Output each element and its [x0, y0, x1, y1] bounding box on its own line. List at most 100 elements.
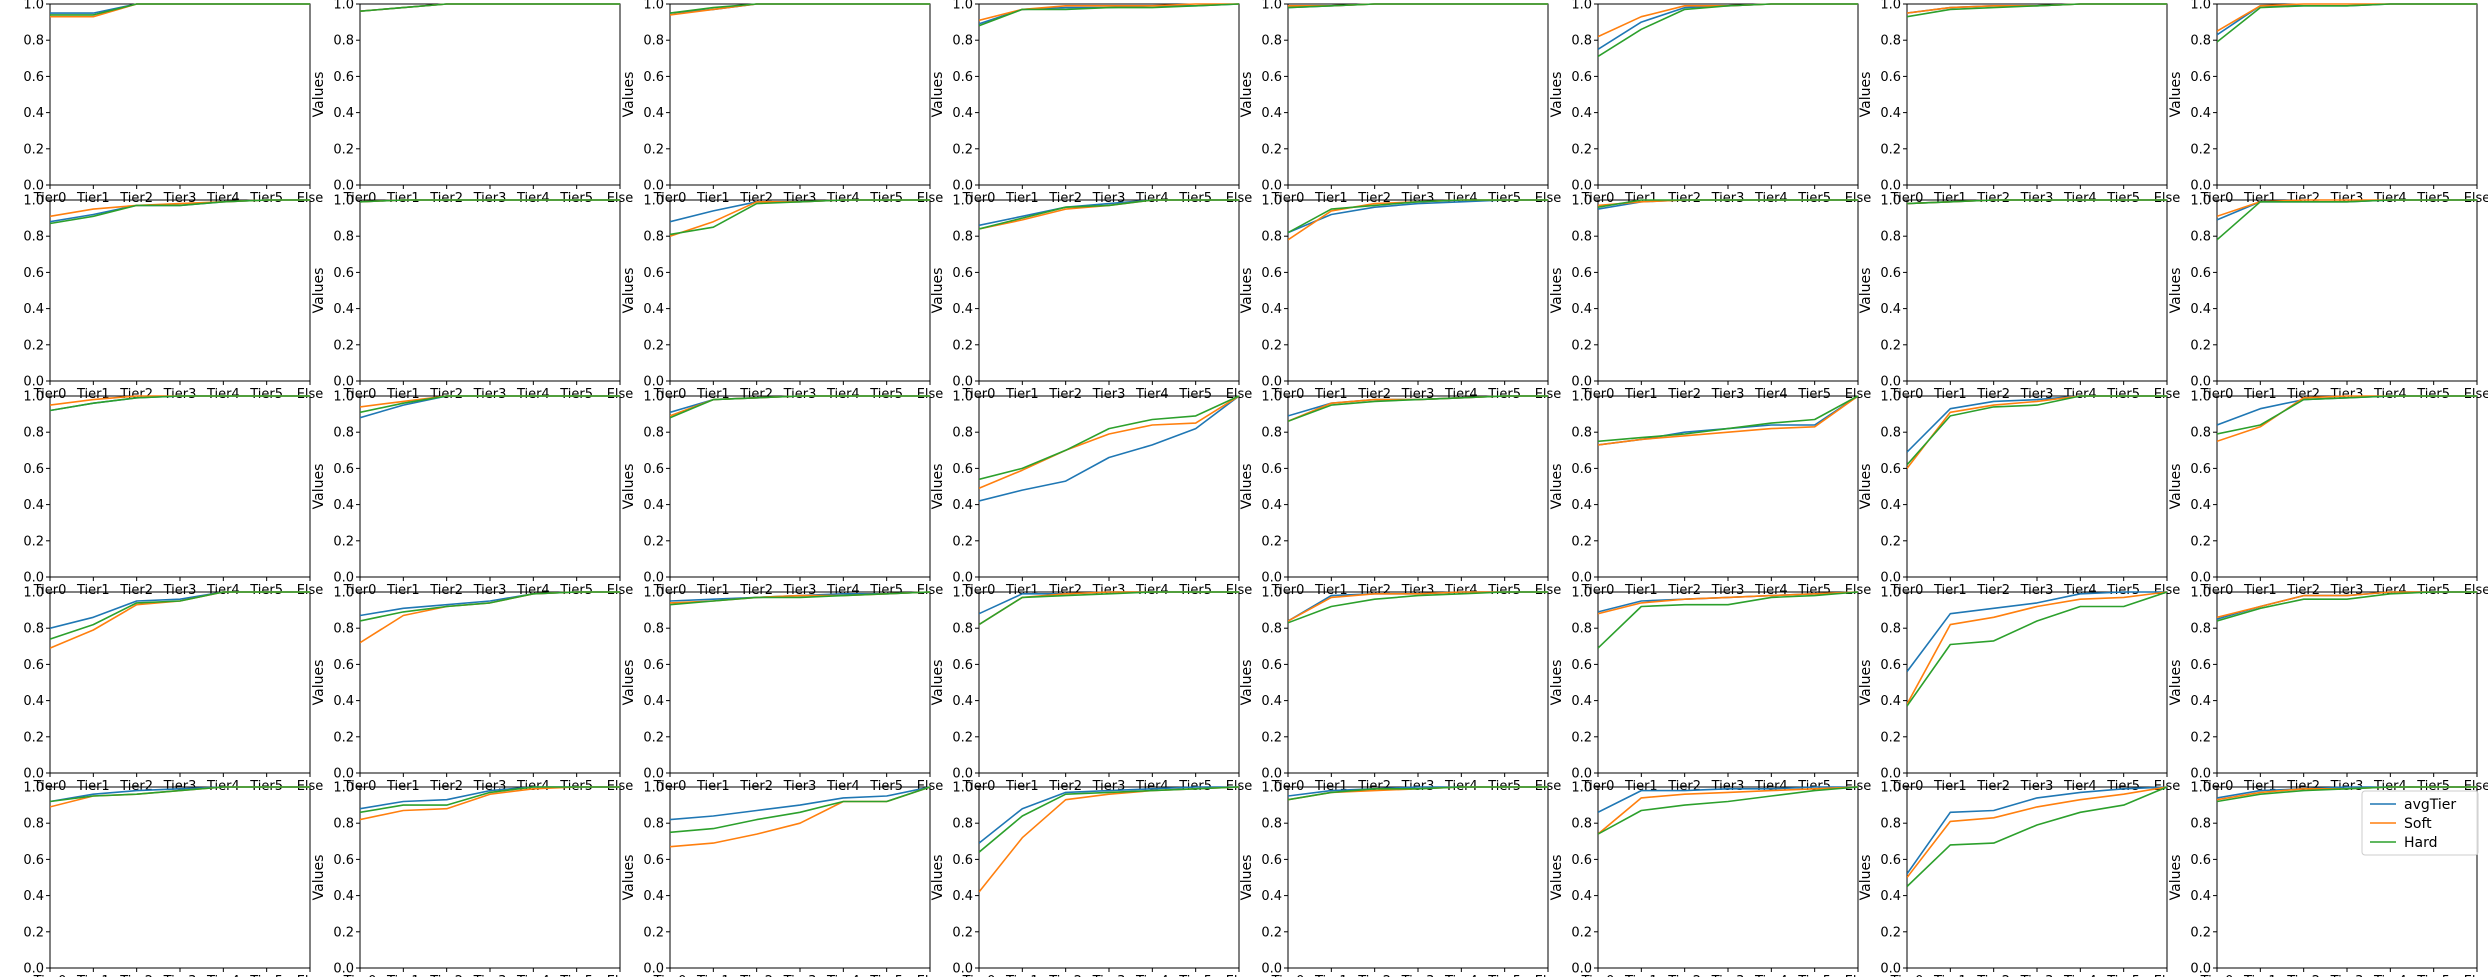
series-line-hard	[50, 3, 310, 16]
y-axis-label: Values	[621, 660, 637, 706]
y-tick-label: 0.0	[643, 375, 664, 390]
y-tick-label: 0.2	[1880, 925, 1901, 940]
y-tick-label: 0.6	[1880, 266, 1901, 281]
series-line-hard	[1598, 786, 1858, 835]
y-tick-label: 0.4	[2190, 302, 2211, 317]
y-tick-label: 0.2	[1880, 534, 1901, 549]
series-line-hard	[979, 395, 1239, 481]
x-tick-label: Tier1	[386, 583, 420, 598]
x-tick-label: Tier0	[653, 583, 687, 598]
series-line-avgtier	[979, 786, 1239, 844]
series-line-soft	[1907, 786, 2167, 878]
y-tick-label: 0.4	[333, 694, 354, 709]
legend-box	[2361, 790, 2479, 856]
y-tick-label: 1.0	[2190, 194, 2211, 209]
series-group	[1907, 199, 2167, 205]
y-axis-label: Values	[311, 660, 327, 706]
y-tick-label: 0.8	[23, 230, 44, 245]
y-tick-label: 0.4	[952, 106, 973, 121]
y-tick-label: 0.2	[1571, 338, 1592, 353]
y-tick-label: 0.8	[1571, 34, 1592, 49]
series-line-hard	[50, 395, 310, 412]
axes-frame	[359, 591, 621, 774]
x-tick-label: Tier4	[2373, 974, 2407, 977]
x-tick-label: Tier0	[1581, 387, 1615, 402]
y-tick-label: 1.0	[952, 194, 973, 209]
x-tick-label: Tier4	[826, 974, 860, 977]
x-tick-label: Tier0	[2200, 191, 2234, 206]
x-tick-label: Tier5	[1178, 583, 1212, 598]
y-tick-label: 0.6	[1880, 462, 1901, 477]
y-tick-label: 0.2	[1571, 730, 1592, 745]
series-group	[1598, 786, 1858, 835]
series-group	[1907, 591, 2167, 707]
y-tick-label: 1.0	[1880, 194, 1901, 209]
y-tick-label: 0.6	[1880, 853, 1901, 868]
series-group	[50, 395, 310, 412]
y-tick-label: 0.4	[952, 889, 973, 904]
y-tick-label: 0.0	[643, 571, 664, 586]
x-tick-label: Tier3	[473, 974, 507, 977]
y-tick-label: 0.4	[23, 694, 44, 709]
y-tick-label: 0.4	[1571, 498, 1592, 513]
x-tick-label: Tier2	[119, 191, 153, 206]
axes-frame	[1287, 591, 1549, 774]
x-tick-label: Tier4	[2063, 387, 2097, 402]
x-tick-label: Tier4	[206, 583, 240, 598]
y-axis-label: Values	[1549, 855, 1565, 901]
x-tick-label: Tier3	[163, 191, 197, 206]
x-tick-label: Tier0	[962, 191, 996, 206]
series-line-avgtier	[1907, 591, 2167, 673]
y-tick-label: 1.0	[1261, 0, 1282, 13]
y-tick-label: 0.8	[2190, 34, 2211, 49]
series-group	[1598, 591, 1858, 649]
y-tick-label: 0.4	[2190, 498, 2211, 513]
x-tick-label: Tier3	[2330, 387, 2364, 402]
series-line-hard	[1288, 786, 1548, 801]
y-tick-label: 0.8	[2190, 426, 2211, 441]
x-tick-label: Tier2	[1667, 974, 1701, 977]
series-line-hard	[2217, 591, 2477, 622]
y-tick-label: 0.2	[2190, 925, 2211, 940]
y-tick-label: 0.0	[1261, 375, 1282, 390]
y-tick-label: 1.0	[23, 586, 44, 601]
y-tick-label: 0.2	[643, 142, 664, 157]
y-tick-label: 0.6	[952, 266, 973, 281]
series-line-hard	[670, 199, 930, 236]
x-tick-label: Tier0	[2200, 583, 2234, 598]
y-axis-label: Values	[1858, 464, 1874, 510]
y-tick-label: 0.0	[1261, 571, 1282, 586]
x-tick-label: Tier2	[1667, 387, 1701, 402]
x-tick-label: Tier0	[33, 387, 67, 402]
x-tick-label: Tier2	[429, 387, 463, 402]
series-group	[360, 199, 620, 203]
y-tick-label: 0.4	[643, 302, 664, 317]
series-line-hard	[50, 199, 310, 225]
x-tick-label: Tier5	[2106, 191, 2140, 206]
x-tick-label: Tier1	[76, 974, 110, 977]
y-tick-label: 0.8	[1261, 622, 1282, 637]
y-tick-label: 0.4	[1261, 106, 1282, 121]
series-line-soft	[360, 591, 620, 644]
y-tick-label: 1.0	[2190, 390, 2211, 405]
x-tick-label: Tier1	[1933, 583, 1967, 598]
axes-frame	[1906, 3, 2168, 186]
x-tick-label: Tier0	[33, 583, 67, 598]
x-tick-label: Tier1	[1005, 387, 1039, 402]
y-tick-label: 0.6	[333, 462, 354, 477]
x-tick-label: Tier0	[33, 191, 67, 206]
y-tick-label: 1.0	[1571, 0, 1592, 13]
panel-r5-c5: 0.0 0.2 0.4 0.6 0.8 1.0 Tier0 Tier1 Tier2 Tier3 Ti…	[1239, 781, 1561, 977]
y-tick-label: 0.0	[1571, 962, 1592, 977]
x-tick-label: Tier0	[1890, 387, 1924, 402]
y-tick-label: 0.6	[1571, 70, 1592, 85]
x-tick-label: Tier2	[1357, 191, 1391, 206]
y-axis-label: Values	[2168, 660, 2184, 706]
